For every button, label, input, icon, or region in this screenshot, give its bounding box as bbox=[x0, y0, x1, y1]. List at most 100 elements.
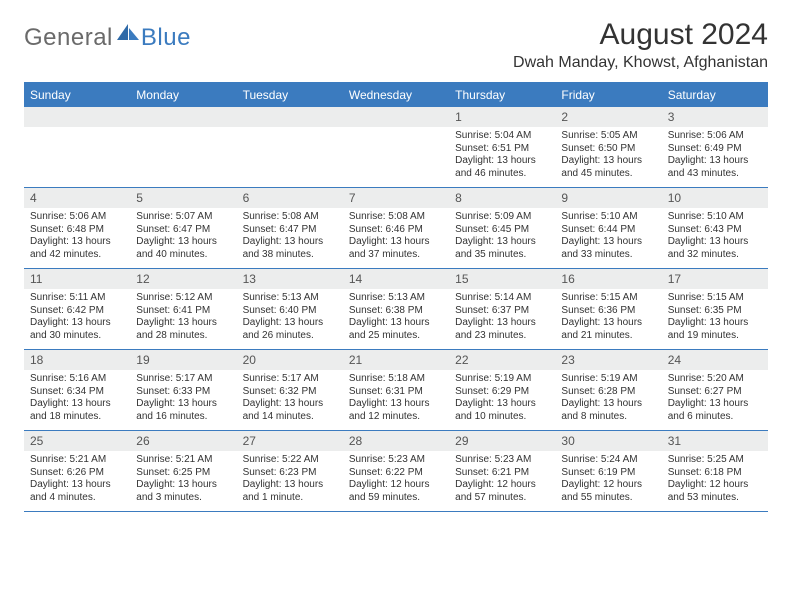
daylight-text: and 16 minutes. bbox=[136, 411, 230, 424]
day-content-band: Sunrise: 5:11 AMSunset: 6:42 PMDaylight:… bbox=[24, 289, 768, 349]
day-number: 26 bbox=[130, 431, 236, 451]
calendar-page: General Blue August 2024 Dwah Manday, Kh… bbox=[0, 0, 792, 512]
sunrise-text: Sunrise: 5:11 AM bbox=[30, 292, 124, 305]
day-cell: Sunrise: 5:06 AMSunset: 6:48 PMDaylight:… bbox=[24, 208, 130, 268]
sunset-text: Sunset: 6:45 PM bbox=[455, 224, 549, 237]
day-number: 17 bbox=[662, 269, 768, 289]
sunrise-text: Sunrise: 5:10 AM bbox=[668, 211, 762, 224]
daylight-text: and 14 minutes. bbox=[243, 411, 337, 424]
day-number: 2 bbox=[555, 107, 661, 127]
sunrise-text: Sunrise: 5:15 AM bbox=[561, 292, 655, 305]
daylight-text: Daylight: 13 hours bbox=[349, 398, 443, 411]
daylight-text: and 55 minutes. bbox=[561, 492, 655, 505]
day-number-band: 25262728293031 bbox=[24, 431, 768, 451]
day-number: 25 bbox=[24, 431, 130, 451]
daylight-text: Daylight: 13 hours bbox=[136, 479, 230, 492]
day-number: 28 bbox=[343, 431, 449, 451]
day-cell: Sunrise: 5:25 AMSunset: 6:18 PMDaylight:… bbox=[662, 451, 768, 511]
daylight-text: and 19 minutes. bbox=[668, 330, 762, 343]
sunrise-text: Sunrise: 5:19 AM bbox=[561, 373, 655, 386]
sunrise-text: Sunrise: 5:13 AM bbox=[349, 292, 443, 305]
daylight-text: Daylight: 12 hours bbox=[455, 479, 549, 492]
day-number: 13 bbox=[237, 269, 343, 289]
logo-text-blue: Blue bbox=[141, 24, 191, 52]
day-number: 24 bbox=[662, 350, 768, 370]
day-cell: Sunrise: 5:19 AMSunset: 6:29 PMDaylight:… bbox=[449, 370, 555, 430]
sunset-text: Sunset: 6:23 PM bbox=[243, 467, 337, 480]
sunrise-text: Sunrise: 5:04 AM bbox=[455, 130, 549, 143]
day-number: 15 bbox=[449, 269, 555, 289]
day-cell: Sunrise: 5:06 AMSunset: 6:49 PMDaylight:… bbox=[662, 127, 768, 187]
day-number: 29 bbox=[449, 431, 555, 451]
daylight-text: and 6 minutes. bbox=[668, 411, 762, 424]
weekday-header: Tuesday bbox=[237, 84, 343, 107]
daylight-text: and 26 minutes. bbox=[243, 330, 337, 343]
header: General Blue August 2024 Dwah Manday, Kh… bbox=[24, 18, 768, 72]
day-number-band: 18192021222324 bbox=[24, 350, 768, 370]
daylight-text: and 42 minutes. bbox=[30, 249, 124, 262]
daylight-text: Daylight: 13 hours bbox=[668, 398, 762, 411]
sunset-text: Sunset: 6:36 PM bbox=[561, 305, 655, 318]
day-cell: Sunrise: 5:14 AMSunset: 6:37 PMDaylight:… bbox=[449, 289, 555, 349]
day-number: 1 bbox=[449, 107, 555, 127]
sunset-text: Sunset: 6:25 PM bbox=[136, 467, 230, 480]
sunset-text: Sunset: 6:38 PM bbox=[349, 305, 443, 318]
daylight-text: and 35 minutes. bbox=[455, 249, 549, 262]
sunset-text: Sunset: 6:49 PM bbox=[668, 143, 762, 156]
day-number: 11 bbox=[24, 269, 130, 289]
weekday-header: Friday bbox=[555, 84, 661, 107]
week-row: 123Sunrise: 5:04 AMSunset: 6:51 PMDaylig… bbox=[24, 107, 768, 188]
daylight-text: Daylight: 13 hours bbox=[561, 317, 655, 330]
day-cell: Sunrise: 5:10 AMSunset: 6:43 PMDaylight:… bbox=[662, 208, 768, 268]
day-number bbox=[130, 107, 236, 127]
day-number: 22 bbox=[449, 350, 555, 370]
day-cell: Sunrise: 5:08 AMSunset: 6:46 PMDaylight:… bbox=[343, 208, 449, 268]
daylight-text: and 3 minutes. bbox=[136, 492, 230, 505]
sunrise-text: Sunrise: 5:23 AM bbox=[349, 454, 443, 467]
day-number: 23 bbox=[555, 350, 661, 370]
sunrise-text: Sunrise: 5:13 AM bbox=[243, 292, 337, 305]
daylight-text: and 18 minutes. bbox=[30, 411, 124, 424]
daylight-text: Daylight: 13 hours bbox=[455, 236, 549, 249]
sunset-text: Sunset: 6:33 PM bbox=[136, 386, 230, 399]
daylight-text: Daylight: 13 hours bbox=[243, 479, 337, 492]
day-cell: Sunrise: 5:10 AMSunset: 6:44 PMDaylight:… bbox=[555, 208, 661, 268]
daylight-text: and 38 minutes. bbox=[243, 249, 337, 262]
day-cell: Sunrise: 5:15 AMSunset: 6:36 PMDaylight:… bbox=[555, 289, 661, 349]
daylight-text: Daylight: 13 hours bbox=[243, 398, 337, 411]
day-number: 27 bbox=[237, 431, 343, 451]
sunrise-text: Sunrise: 5:17 AM bbox=[136, 373, 230, 386]
calendar: Sunday Monday Tuesday Wednesday Thursday… bbox=[24, 82, 768, 512]
day-number: 18 bbox=[24, 350, 130, 370]
daylight-text: and 59 minutes. bbox=[349, 492, 443, 505]
day-cell bbox=[130, 127, 236, 187]
sunrise-text: Sunrise: 5:10 AM bbox=[561, 211, 655, 224]
daylight-text: and 30 minutes. bbox=[30, 330, 124, 343]
day-number-band: 45678910 bbox=[24, 188, 768, 208]
logo-sail-icon bbox=[117, 24, 139, 42]
daylight-text: and 28 minutes. bbox=[136, 330, 230, 343]
daylight-text: and 53 minutes. bbox=[668, 492, 762, 505]
day-cell: Sunrise: 5:16 AMSunset: 6:34 PMDaylight:… bbox=[24, 370, 130, 430]
day-cell: Sunrise: 5:20 AMSunset: 6:27 PMDaylight:… bbox=[662, 370, 768, 430]
weekday-header: Thursday bbox=[449, 84, 555, 107]
sunrise-text: Sunrise: 5:24 AM bbox=[561, 454, 655, 467]
day-cell: Sunrise: 5:19 AMSunset: 6:28 PMDaylight:… bbox=[555, 370, 661, 430]
daylight-text: Daylight: 13 hours bbox=[136, 398, 230, 411]
day-number: 5 bbox=[130, 188, 236, 208]
sunrise-text: Sunrise: 5:06 AM bbox=[30, 211, 124, 224]
daylight-text: Daylight: 13 hours bbox=[349, 236, 443, 249]
day-cell: Sunrise: 5:18 AMSunset: 6:31 PMDaylight:… bbox=[343, 370, 449, 430]
daylight-text: and 23 minutes. bbox=[455, 330, 549, 343]
day-content-band: Sunrise: 5:06 AMSunset: 6:48 PMDaylight:… bbox=[24, 208, 768, 268]
week-row: 45678910Sunrise: 5:06 AMSunset: 6:48 PMD… bbox=[24, 188, 768, 269]
day-cell: Sunrise: 5:12 AMSunset: 6:41 PMDaylight:… bbox=[130, 289, 236, 349]
daylight-text: and 32 minutes. bbox=[668, 249, 762, 262]
daylight-text: Daylight: 13 hours bbox=[136, 236, 230, 249]
sunrise-text: Sunrise: 5:19 AM bbox=[455, 373, 549, 386]
day-number: 8 bbox=[449, 188, 555, 208]
weekday-header-row: Sunday Monday Tuesday Wednesday Thursday… bbox=[24, 84, 768, 107]
sunrise-text: Sunrise: 5:09 AM bbox=[455, 211, 549, 224]
weekday-header: Monday bbox=[130, 84, 236, 107]
location: Dwah Manday, Khowst, Afghanistan bbox=[513, 54, 768, 72]
